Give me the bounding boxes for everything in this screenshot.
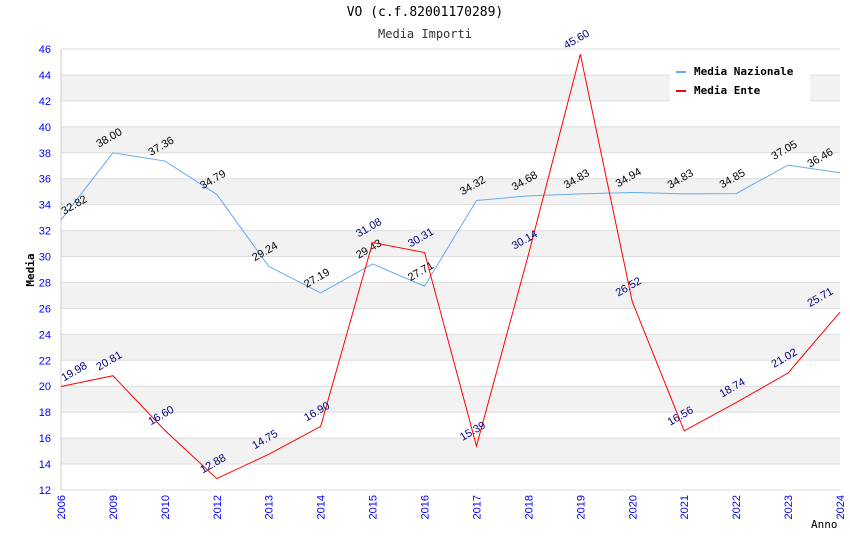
x-tick-label: 2009	[108, 495, 120, 519]
legend-label: Media Nazionale	[694, 65, 794, 78]
x-tick-label: 2013	[264, 495, 276, 519]
x-tick-label: 2010	[160, 495, 172, 519]
y-tick-label: 20	[39, 381, 51, 393]
series-line-1	[60, 54, 841, 480]
y-tick-label: 18	[39, 407, 51, 419]
x-tick-label: 2021	[679, 495, 691, 519]
x-tick-label: 2024	[835, 495, 847, 519]
y-tick-label: 26	[39, 303, 51, 315]
grid-band	[61, 126, 840, 153]
legend: Media Nazionale Media Ente	[670, 60, 810, 102]
grid-band	[61, 334, 840, 361]
y-tick-label: 22	[39, 355, 51, 367]
x-tick-label: 2023	[783, 495, 795, 519]
y-tick-label: 12	[39, 485, 51, 497]
x-tick-label: 2020	[627, 495, 639, 519]
x-tick-label: 2016	[420, 495, 432, 519]
x-tick-label: 2017	[471, 495, 483, 519]
y-tick-label: 44	[39, 70, 51, 82]
data-label: 45.60	[562, 28, 592, 52]
y-tick-label: 30	[39, 252, 51, 264]
y-tick-label: 34	[39, 200, 51, 212]
y-tick-label: 14	[39, 459, 51, 471]
y-tick-label: 38	[39, 148, 51, 160]
x-tick-label: 2019	[575, 495, 587, 519]
grid-band	[61, 386, 840, 413]
grid-band	[61, 178, 840, 205]
y-tick-label: 28	[39, 277, 51, 289]
x-tick-label: 2022	[731, 495, 743, 519]
y-tick-label: 36	[39, 174, 51, 186]
series-line-0	[60, 152, 841, 294]
x-tick-label: 2012	[212, 495, 224, 519]
legend-label: Media Ente	[694, 84, 761, 97]
x-tick-label: 2018	[523, 495, 535, 519]
grid-band	[61, 438, 840, 465]
legend-swatch	[676, 89, 686, 92]
legend-swatch	[676, 70, 686, 73]
chart-title: VO (c.f.82001170289)	[346, 5, 504, 20]
legend-item-nazionale: Media Nazionale	[676, 65, 793, 78]
x-tick-label: 2014	[316, 495, 328, 519]
grid-band	[61, 282, 840, 309]
y-tick-label: 42	[39, 96, 51, 108]
y-tick-label: 40	[39, 122, 51, 134]
y-tick-label: 24	[39, 329, 51, 341]
x-axis-label: Anno	[811, 518, 838, 531]
chart-subtitle: Media Importi	[378, 27, 472, 41]
x-tick-label: 2006	[56, 495, 68, 519]
y-axis-label: Media	[24, 253, 37, 286]
data-label: 27.71	[406, 260, 436, 284]
x-tick-label: 2015	[368, 495, 380, 519]
data-label: 19.98	[60, 360, 90, 384]
y-tick-label: 32	[39, 226, 51, 238]
y-tick-label: 46	[39, 44, 51, 56]
y-tick-label: 16	[39, 433, 51, 445]
legend-item-ente: Media Ente	[676, 84, 760, 97]
